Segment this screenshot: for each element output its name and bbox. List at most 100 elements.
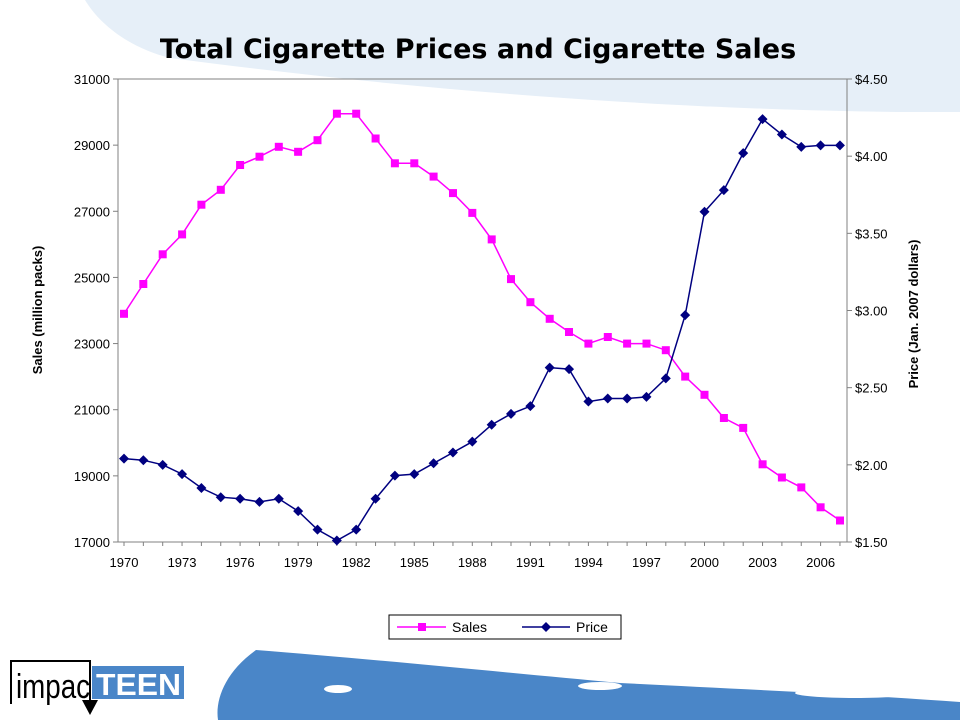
y-tick-label: 21000 [74,403,110,418]
price-point [254,496,265,507]
x-tick-label: 1976 [226,555,255,570]
price-point [660,373,671,384]
x-tick-label: 1970 [110,555,139,570]
y2-tick-label: $4.00 [855,149,888,164]
price-point [273,493,284,504]
x-tick-label: 1985 [400,555,429,570]
price-point [215,492,226,503]
price-point [602,393,613,404]
series-price [119,114,845,546]
sales-point [236,161,245,169]
y2-tick-label: $2.50 [855,381,888,396]
legend: Sales Price [388,614,622,640]
price-point [351,524,362,535]
price-point [389,470,400,481]
sales-point [294,147,303,156]
sales-point [216,185,225,194]
price-point [428,458,439,469]
sales-point [468,208,477,217]
price-point [119,453,129,464]
sales-point [255,152,264,161]
sales-point [584,339,593,348]
background-swoosh [85,0,960,112]
x-tick-label: 1979 [284,555,313,570]
price-point [467,436,478,447]
price-point [622,393,633,404]
sales-point [371,134,380,143]
y-tick-labels-right: $1.50 $2.00 $2.50 $3.00 $3.50 $4.00 $4.50 [855,72,888,550]
sales-point [274,142,283,151]
price-point [409,469,420,480]
bottom-wave [217,650,960,720]
logo-teen-box [92,666,184,699]
sales-point [642,339,651,348]
legend-price-marker [541,622,551,632]
legend-sales-label: Sales [452,619,487,635]
sales-point [700,390,709,399]
sales-point [816,503,825,512]
price-point [447,447,458,458]
price-point [370,493,381,504]
price-point [177,469,188,480]
price-point [157,459,168,470]
x-tick-label: 1973 [168,555,197,570]
price-point [776,129,787,140]
sales-point [719,414,728,422]
x-tick-label: 1982 [342,555,371,570]
sales-point [120,309,128,318]
price-point [235,493,246,504]
y2-tick-label: $1.50 [855,535,888,550]
sales-point [836,516,844,525]
sales-point [197,200,206,209]
sales-point [487,235,496,244]
sales-point [681,372,690,381]
price-point [757,114,768,125]
sales-point [139,280,148,288]
series-sales [120,109,844,525]
price-point [680,310,691,321]
logo-down-arrow-icon [82,700,98,715]
price-point [506,408,516,419]
legend-sales-marker [418,623,426,631]
sales-point [661,346,670,355]
price-point [138,455,149,466]
y-tick-label: 27000 [74,204,110,219]
x-tick-label: 2000 [690,555,719,570]
price-point [699,206,710,217]
price-point [564,364,575,375]
price-point [196,482,207,493]
y2-tick-label: $3.00 [855,304,888,319]
y-axis-title-left: Sales (million packs) [30,246,45,375]
x-tick-label: 2003 [748,555,777,570]
y2-tick-label: $3.50 [855,226,888,241]
sales-point [449,189,457,198]
price-point [486,419,497,430]
sales-point [507,275,515,284]
y2-tick-label: $4.50 [855,72,888,87]
y-tick-label: 25000 [74,270,110,285]
y-tick-labels-left: 17000 19000 21000 23000 25000 27000 29000 31000 [74,72,110,550]
y-tick-label: 29000 [74,138,110,153]
sales-point [352,109,361,118]
impacteen-logo: impac TEEN [10,660,184,715]
sales-point [739,423,748,432]
sales-point [178,230,187,239]
y-tick-label: 17000 [74,535,110,550]
sales-point [777,473,786,482]
y-tick-label: 23000 [74,337,110,352]
sales-point [758,460,767,469]
price-line [123,117,840,542]
price-point [293,506,304,517]
x-tick-labels: 1970 1973 1976 1979 1982 1985 1988 1991 1994 1997… [110,555,836,570]
price-point [718,185,729,196]
x-tick-label: 1994 [574,555,603,570]
x-tick-label: 1997 [632,555,661,570]
sales-point [797,483,806,492]
price-point [312,524,323,535]
logo-teen-text: TEEN [96,667,181,702]
sales-point [158,250,167,259]
plot-area [117,78,848,543]
sales-point [526,298,535,307]
price-point [525,401,536,412]
